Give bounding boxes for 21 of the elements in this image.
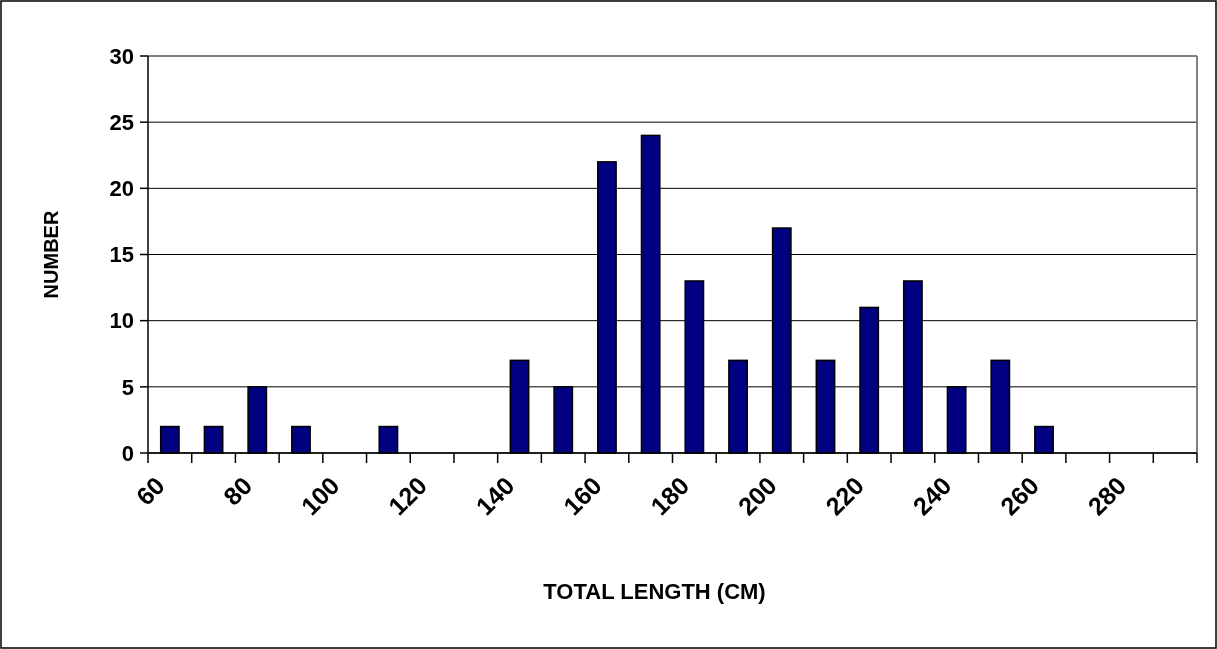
x-tick-label: 200 bbox=[732, 471, 782, 521]
x-tick-label: 220 bbox=[819, 471, 870, 521]
x-tick-label: 280 bbox=[1082, 471, 1132, 521]
x-tick-label: 100 bbox=[295, 471, 345, 521]
x-tick-label: 260 bbox=[994, 471, 1045, 521]
x-tick-label: 140 bbox=[470, 471, 520, 521]
x-tick-label: 180 bbox=[645, 471, 695, 521]
y-tick-label: 25 bbox=[109, 109, 134, 135]
y-axis-title: NUMBER bbox=[40, 210, 62, 299]
x-tick-label: 120 bbox=[382, 471, 433, 521]
x-tick-label: 240 bbox=[907, 471, 957, 521]
x-tick-label: 80 bbox=[217, 471, 258, 511]
y-tick-label: 0 bbox=[121, 440, 134, 466]
y-tick-label: 10 bbox=[109, 308, 134, 334]
x-axis-title: TOTAL LENGTH (CM) bbox=[543, 579, 766, 604]
y-tick-label: 15 bbox=[109, 242, 134, 268]
y-tick-label: 20 bbox=[109, 176, 134, 202]
y-tick-label: 30 bbox=[109, 43, 134, 69]
x-tick-label: 160 bbox=[557, 471, 607, 521]
y-tick-label: 5 bbox=[121, 374, 134, 400]
x-tick-label: 60 bbox=[130, 471, 170, 511]
